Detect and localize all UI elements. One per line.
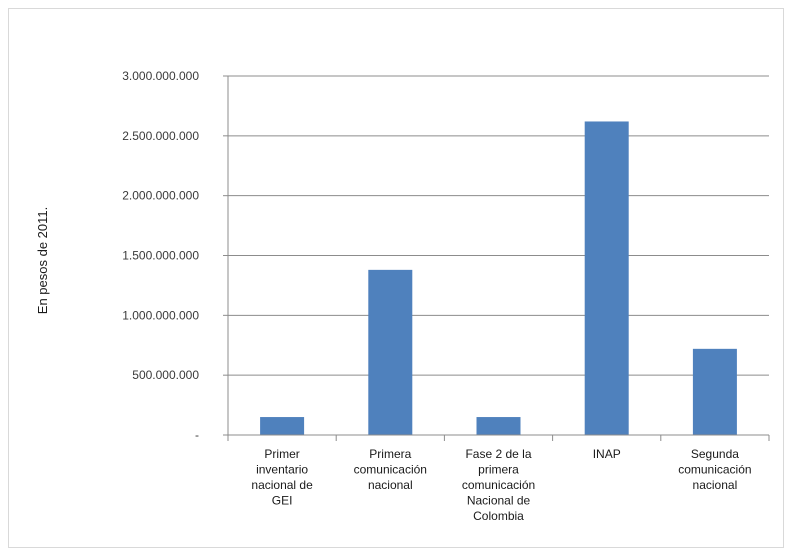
x-category-label: Segunda comunicación nacional [678,447,751,492]
bar [260,417,305,435]
y-tick-label: 2.000.000.000 [122,189,199,203]
y-axis-title: En pesos de 2011. [35,207,50,314]
axes [223,75,770,441]
y-tick-labels: - 500.000.000 1.000.000.000 1.500.000.000 2.… [122,69,199,442]
category-labels: Primer inventario nacional de GEI Primera com… [251,447,751,523]
bar [584,121,629,436]
y-tick-label: 1.500.000.000 [122,249,199,263]
x-category-label: Fase 2 de la primera comunicación Nacional … [462,447,535,523]
y-tick-label: - [195,428,199,442]
y-tick-label: 2.500.000.000 [122,129,199,143]
y-tick-label: 1.000.000.000 [122,308,199,322]
chart-frame: - 500.000.000 1.000.000.000 1.500.000.000 2.… [8,8,784,548]
gridlines [228,75,769,376]
x-category-label: INAP [593,447,621,461]
y-tick-label: 3.000.000.000 [122,69,199,83]
x-category-label: Primera comunicación nacional [354,447,427,492]
y-tick-label: 500.000.000 [132,368,199,382]
bar [368,269,413,435]
bar [476,417,521,435]
bar-chart: - 500.000.000 1.000.000.000 1.500.000.000 2.… [35,69,770,523]
bar [692,348,737,435]
bars [260,121,737,436]
x-category-label: Primer inventario nacional de GEI [251,447,313,508]
